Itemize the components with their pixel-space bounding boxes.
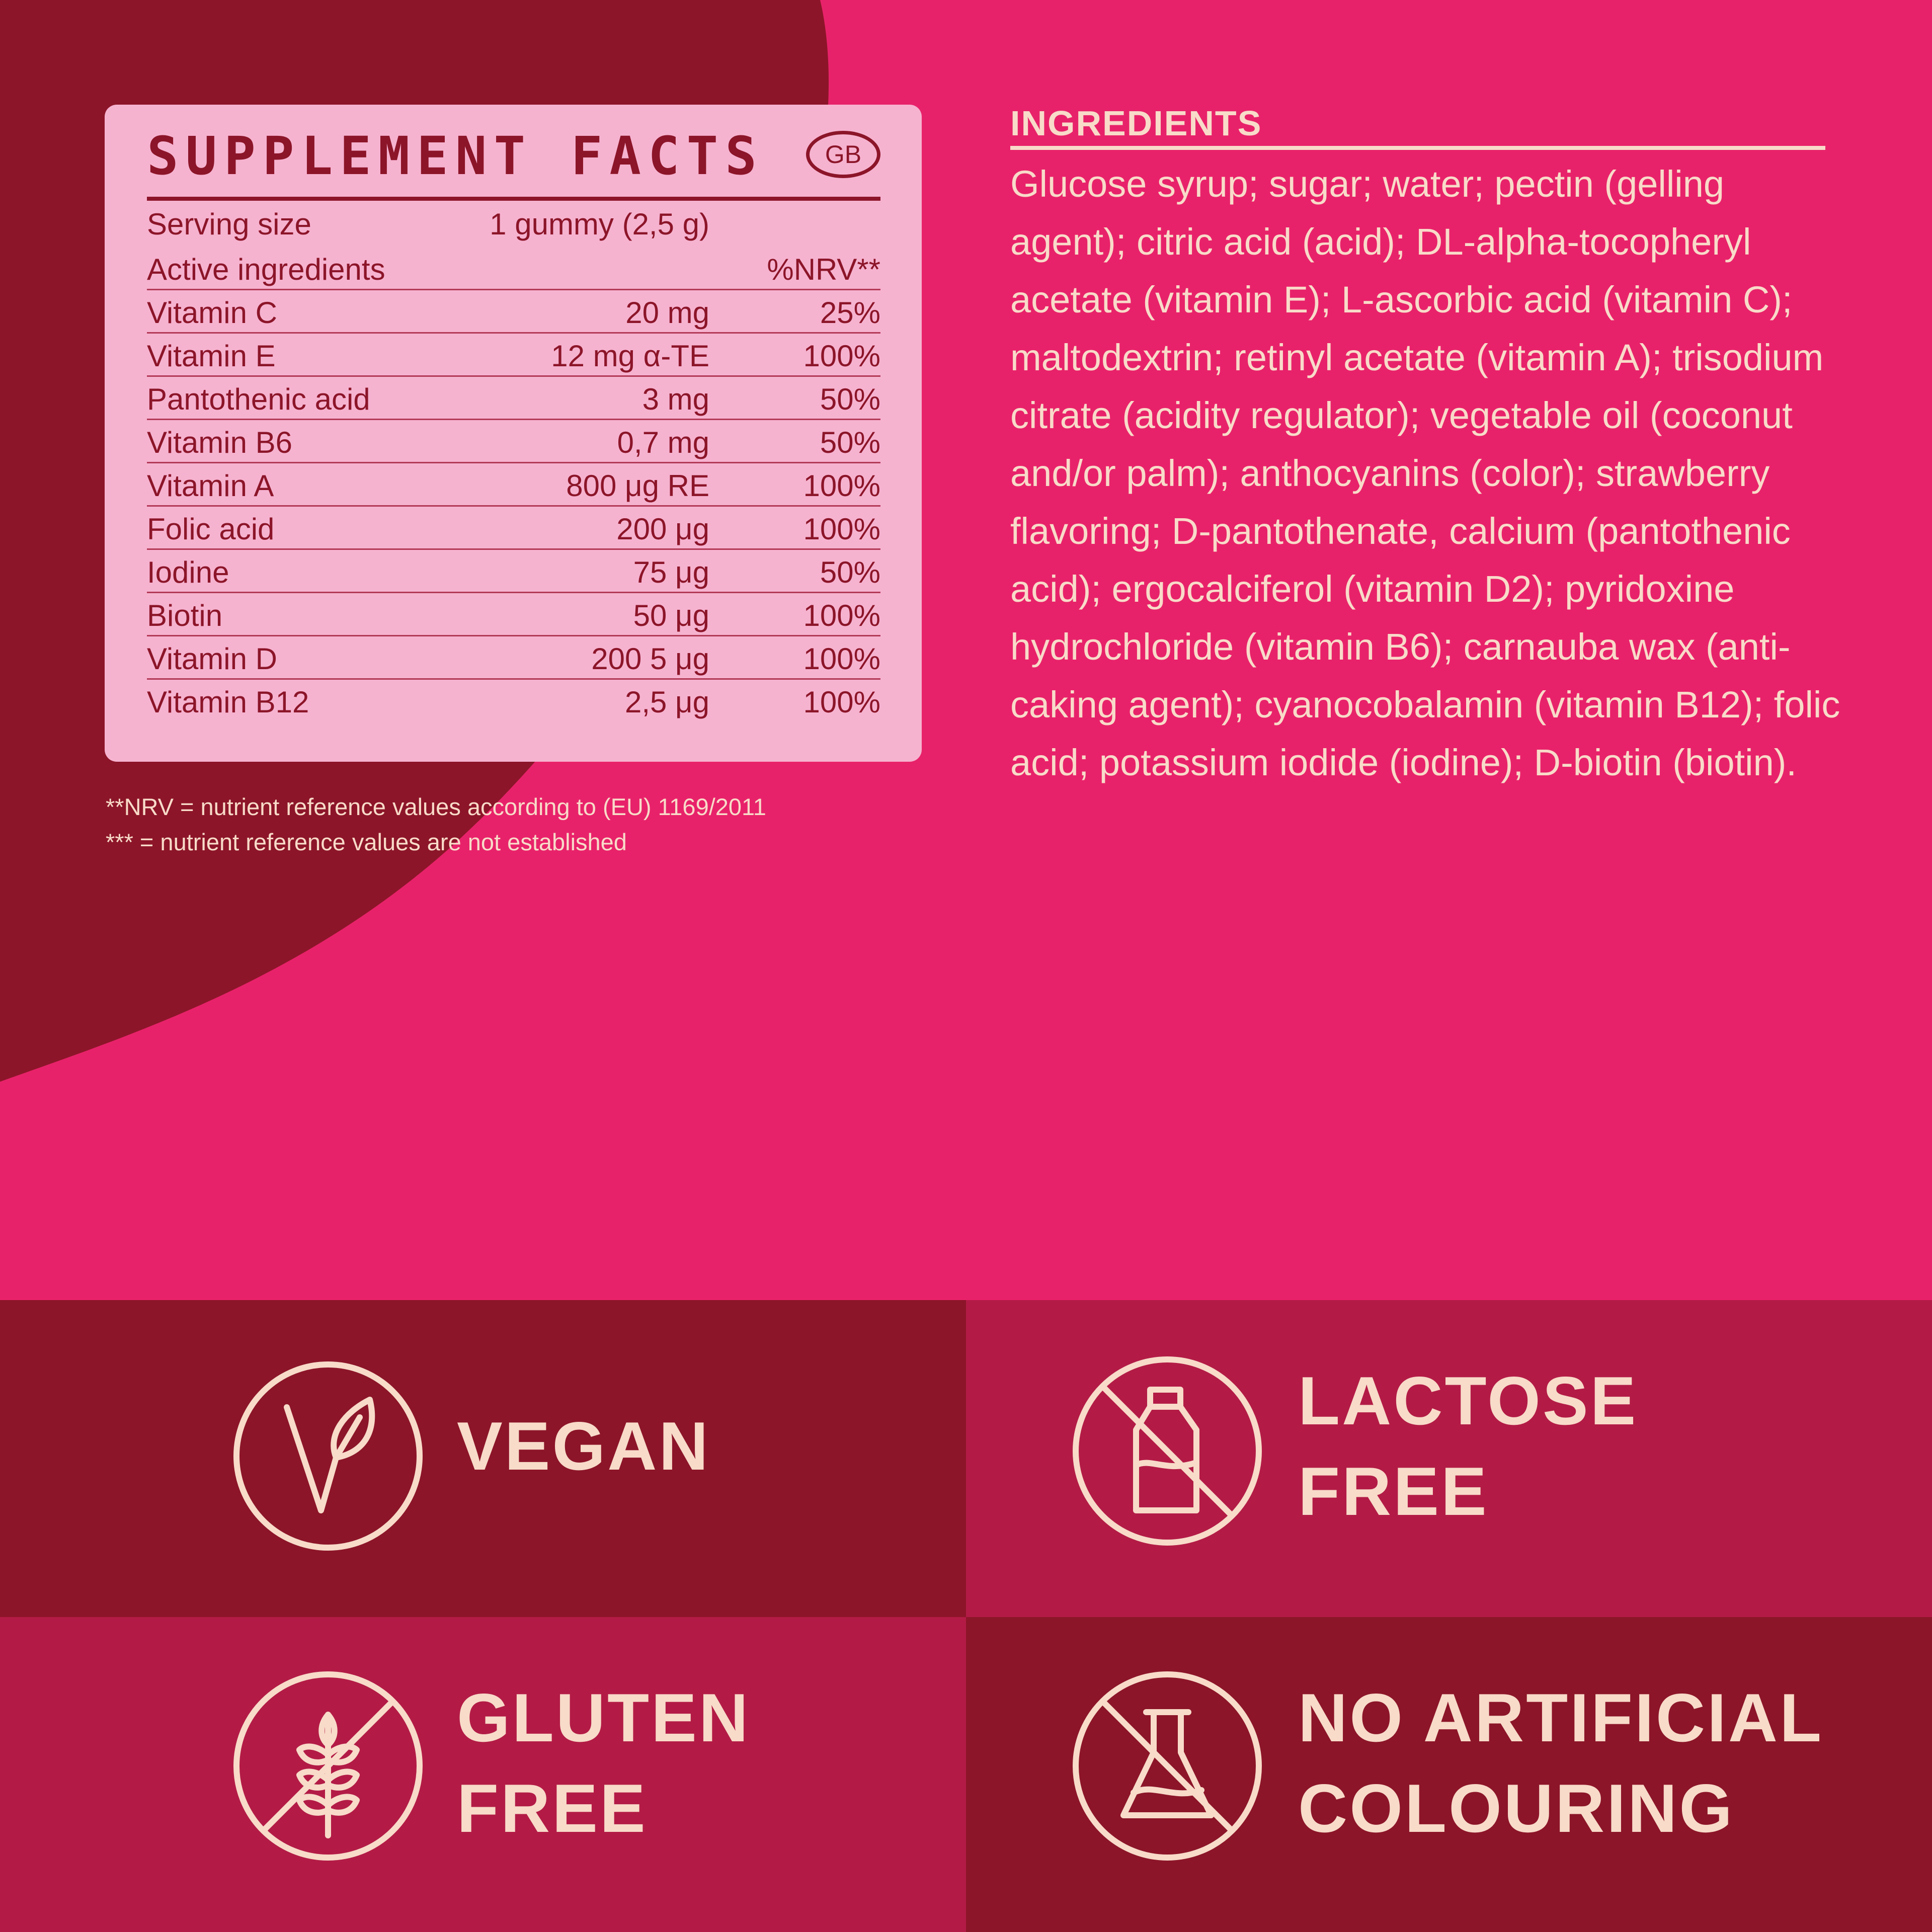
not-established-footnote: *** = nutrient reference values are not … — [106, 829, 627, 855]
nutrient-amount: 3 mg — [642, 382, 709, 416]
nutrient-amount: 20 mg — [625, 296, 709, 330]
lactose-free-label: LACTOSE FREE — [1298, 1362, 1638, 1530]
nutrient-nrv: 100% — [803, 642, 880, 676]
facts-rows: Vitamin C 20 mg 25% Vitamin E 12 mg α-TE 100… — [147, 290, 880, 723]
facts-row: Vitamin D 200 5 μg 100% — [147, 636, 880, 680]
no-milk-bottle-icon — [1073, 1356, 1262, 1546]
nutrient-amount: 200 μg — [616, 512, 709, 546]
ingredients-divider — [1010, 146, 1825, 150]
gluten-free-badge: GLUTEN FREE — [0, 1617, 966, 1932]
nutrient-name: Vitamin E — [147, 339, 276, 373]
gluten-free-label: GLUTEN FREE — [457, 1679, 751, 1846]
active-ingredients-label: Active ingredients — [147, 253, 385, 286]
no-artificial-colouring-label: NO ARTIFICIAL COLOURING — [1298, 1679, 1824, 1846]
no-artificial-colouring-badge: NO ARTIFICIAL COLOURING — [966, 1617, 1932, 1932]
nutrient-nrv: 50% — [820, 555, 880, 589]
no-flask-icon — [1073, 1671, 1262, 1861]
nutrient-name: Biotin — [147, 599, 223, 632]
nutrient-name: Pantothenic acid — [147, 382, 370, 416]
supplement-facts-header: SUPPLEMENT FACTS GB — [147, 105, 880, 201]
nutrient-amount: 50 μg — [633, 599, 709, 632]
nutrient-amount: 75 μg — [633, 555, 709, 589]
nutrient-nrv: 100% — [803, 599, 880, 632]
serving-size-label: Serving size — [147, 207, 311, 241]
lactose-free-badge: LACTOSE FREE — [966, 1300, 1932, 1617]
ingredients-title: INGREDIENTS — [1010, 104, 1262, 143]
facts-row: Folic acid 200 μg 100% — [147, 507, 880, 550]
vegan-label: VEGAN — [457, 1408, 710, 1484]
nutrient-nrv: 100% — [803, 685, 880, 719]
active-ingredients-header-row: Active ingredients %NRV** — [147, 247, 880, 290]
supplement-facts-title: SUPPLEMENT FACTS — [147, 125, 764, 187]
nutrient-amount: 800 μg RE — [566, 469, 709, 503]
facts-row: Vitamin C 20 mg 25% — [147, 290, 880, 334]
nutrient-name: Vitamin A — [147, 469, 274, 503]
no-wheat-icon — [233, 1671, 423, 1861]
facts-row: Vitamin A 800 μg RE 100% — [147, 463, 880, 507]
nutrient-name: Vitamin B12 — [147, 685, 309, 719]
nutrient-name: Vitamin D — [147, 642, 277, 676]
facts-row: Biotin 50 μg 100% — [147, 593, 880, 636]
facts-row: Vitamin B12 2,5 μg 100% — [147, 680, 880, 723]
ingredients-text: Glucose syrup; sugar; water; pectin (gel… — [1010, 163, 1840, 783]
nutrient-amount: 12 mg α-TE — [551, 339, 709, 373]
facts-row: Pantothenic acid 3 mg 50% — [147, 377, 880, 420]
nutrient-amount: 200 5 μg — [591, 642, 709, 676]
country-badge: GB — [806, 131, 880, 178]
nutrient-nrv: 50% — [820, 426, 880, 459]
nutrient-name: Folic acid — [147, 512, 275, 546]
vegan-badge: VEGAN — [0, 1300, 966, 1617]
nutrient-nrv: 100% — [803, 339, 880, 373]
nutrient-nrv: 25% — [820, 296, 880, 330]
facts-row: Iodine 75 μg 50% — [147, 550, 880, 593]
nrv-column-label: %NRV** — [767, 253, 880, 286]
nutrient-nrv: 50% — [820, 382, 880, 416]
nrv-footnote: **NRV = nutrient reference values accord… — [106, 793, 766, 820]
serving-size-row: Serving size 1 gummy (2,5 g) — [147, 202, 880, 247]
supplement-facts-panel: SUPPLEMENT FACTS GB Serving size 1 gummy… — [105, 105, 922, 762]
nutrient-name: Vitamin C — [147, 296, 277, 330]
nutrient-amount: 0,7 mg — [617, 426, 709, 459]
serving-size-value: 1 gummy (2,5 g) — [490, 207, 709, 241]
nutrient-name: Iodine — [147, 555, 229, 589]
nutrient-name: Vitamin B6 — [147, 426, 293, 459]
nutrient-amount: 2,5 μg — [624, 685, 709, 719]
facts-row: Vitamin B6 0,7 mg 50% — [147, 420, 880, 463]
nutrient-nrv: 100% — [803, 469, 880, 503]
nutrient-nrv: 100% — [803, 512, 880, 546]
vegan-leaf-icon — [233, 1361, 423, 1551]
facts-row: Vitamin E 12 mg α-TE 100% — [147, 334, 880, 377]
